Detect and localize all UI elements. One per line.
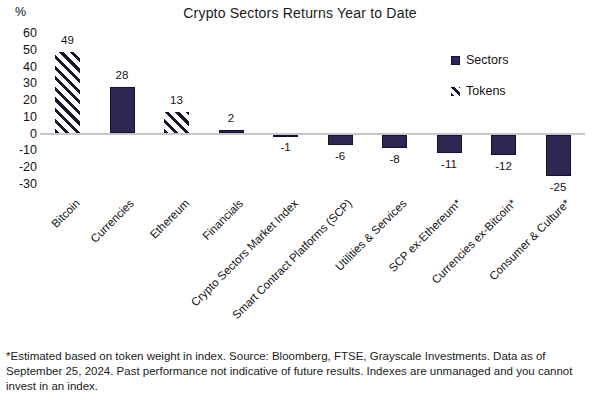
y-tick-40: 40 (0, 59, 37, 75)
source-footnote: *Estimated based on token weight in inde… (6, 349, 596, 395)
y-tick--20: -20 (0, 159, 37, 175)
y-tick-50: 50 (0, 42, 37, 58)
value-label-ethereum: 13 (155, 93, 199, 107)
x-label-ethereum: Ethereum (147, 197, 191, 241)
x-label-currencies: Currencies (89, 197, 137, 245)
y-tick--10: -10 (0, 142, 37, 158)
bar-ethereum (164, 112, 189, 134)
legend-item-tokens: Tokens (451, 84, 506, 98)
bar-financials (219, 130, 244, 133)
value-label-bitcoin: 49 (46, 33, 90, 47)
crypto-sectors-returns-chart: Crypto Sectors Returns Year to Date % 60… (0, 0, 600, 408)
y-tick-0: 0 (0, 126, 37, 142)
value-label-crypto-sectors-market-index: -1 (264, 140, 308, 154)
bar-smart-contract-platforms-scp (328, 135, 353, 145)
bar-scp-ex-ethereum (437, 135, 462, 153)
bar-currencies-ex-bitcoin (491, 135, 516, 155)
y-axis-unit-label: % (0, 4, 26, 20)
x-label-crypto-sectors-market-index: Crypto Sectors Market Index (188, 197, 300, 309)
value-label-smart-contract-platforms-scp: -6 (318, 149, 362, 163)
y-tick-30: 30 (0, 75, 37, 91)
legend-label-sectors: Sectors (466, 53, 508, 67)
y-tick--30: -30 (0, 176, 37, 192)
bar-crypto-sectors-market-index (273, 135, 298, 137)
bar-consumer-culture (546, 135, 571, 177)
bar-utilities-services (382, 135, 407, 148)
value-label-utilities-services: -8 (373, 152, 417, 166)
y-tick-10: 10 (0, 109, 37, 125)
bar-bitcoin (55, 52, 80, 134)
sectors-solid-swatch-icon (451, 56, 460, 65)
value-label-currencies-ex-bitcoin: -12 (482, 159, 526, 173)
value-label-financials: 2 (209, 111, 253, 125)
value-label-scp-ex-ethereum: -11 (427, 157, 471, 171)
y-tick-60: 60 (0, 25, 37, 41)
legend-item-sectors: Sectors (451, 53, 508, 67)
bar-currencies (110, 87, 135, 134)
value-label-consumer-culture: -25 (536, 180, 580, 194)
x-label-financials: Financials (200, 197, 245, 242)
x-label-smart-contract-platforms-scp: Smart Contract Platforms (SCP) (230, 197, 354, 321)
value-label-currencies: 28 (100, 68, 144, 82)
chart-title: Crypto Sectors Returns Year to Date (0, 5, 600, 21)
x-label-bitcoin: Bitcoin (49, 197, 82, 230)
y-tick-20: 20 (0, 92, 37, 108)
legend-label-tokens: Tokens (466, 84, 506, 98)
tokens-hatch-swatch-icon (451, 87, 460, 96)
